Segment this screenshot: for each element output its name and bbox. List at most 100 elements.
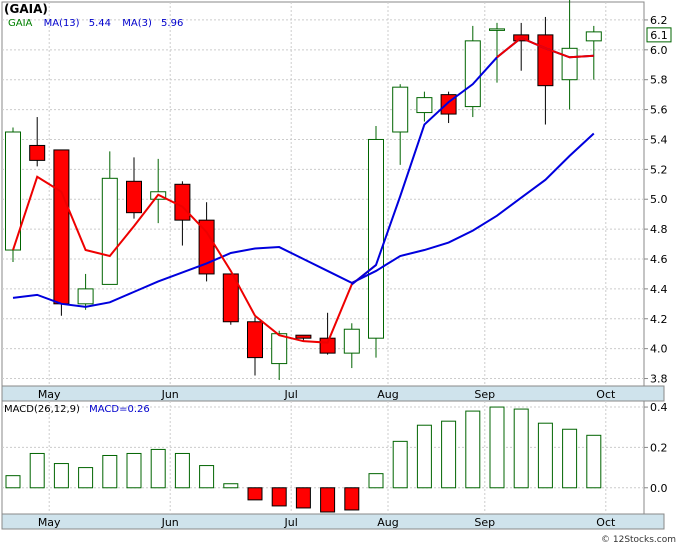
legend-ma3-label: MA(3) [122,18,152,29]
macd-bar-positive [368,473,384,489]
credit-text: © 12Stocks.com [601,535,676,545]
legend-ticker: GAIA [8,18,33,29]
macd-bar-negative [247,487,263,501]
price-y-tick-label: 6.2 [650,14,668,27]
macd-bar-positive [586,434,602,489]
candle-body-up [368,138,384,339]
macd-bar-positive [174,452,190,489]
price-x-tick-label: Aug [377,388,398,401]
candle-body-down [198,219,215,275]
candle-body-down [222,273,239,323]
legend-ma13-value: 5.44 [89,18,111,29]
macd-date-strip [1,513,665,530]
price-y-tick-label: 5.0 [650,193,668,206]
price-y-tick-label: 5.8 [650,74,668,87]
macd-bar-positive [126,452,142,489]
macd-bar-negative [271,487,287,507]
macd-bar-negative [320,487,336,513]
macd-x-tick-label: Oct [596,516,616,529]
macd-bar-positive [416,424,432,489]
price-grid [2,2,644,386]
price-legend: GAIA MA(13) 5.44 MA(3) 5.96 [8,18,183,29]
price-y-tick-label: 5.4 [650,133,668,146]
ma13-line [12,132,595,308]
macd-bar-positive [29,452,45,489]
price-x-tick-label: Oct [596,388,616,401]
macd-bar-positive [150,448,166,489]
macd-y-tick-label: 0.4 [650,401,668,414]
macd-bar-positive [5,475,21,489]
macd-y-tick-label: 0.0 [650,482,668,495]
macd-x-tick-label: Sep [474,516,495,529]
macd-bar-positive [223,483,239,489]
candle-body-up [392,86,409,133]
candle-body-down [295,334,312,339]
candle-body-up [561,47,578,81]
macd-y-ticks: 0.0 0.2 0.4 [644,401,668,495]
last-price-value: 6.1 [650,29,668,42]
candle-body-up [416,97,433,114]
price-y-tick-label: 5.2 [650,163,668,176]
macd-bar-positive [562,428,578,489]
price-y-tick-label: 3.8 [650,373,668,386]
macd-bar-negative [295,487,311,509]
macd-x-tick-label: Jun [161,516,179,529]
macd-legend: MACD(26,12,9) MACD=0.26 [4,404,150,415]
macd-bar-positive [78,467,94,489]
price-x-ticks: May Jun Jul Aug Sep Oct [38,388,616,401]
macd-x-tick-label: Aug [377,516,398,529]
candle-body-up [489,28,505,31]
last-price-tag: 6.1 [646,27,672,43]
price-y-tick-label: 6.0 [650,44,668,57]
macd-bar-positive [489,406,505,489]
candle-body-up [77,288,94,305]
candle-body-up [271,333,288,365]
macd-x-tick-label: May [38,516,61,529]
macd-bar-positive [513,408,529,489]
macd-x-ticks: May Jun Jul Aug Sep Oct [38,516,616,529]
chart-title: (GAIA) [4,2,48,16]
price-x-tick-label: May [38,388,61,401]
price-y-tick-label: 5.6 [650,104,668,117]
macd-bar-positive [53,463,69,489]
moving-average-lines [12,36,595,344]
candle-body-down [126,180,142,214]
legend-ma13-label: MA(13) [44,18,80,29]
price-date-strip [1,385,665,402]
candle-body-up [585,31,602,42]
price-y-tick-label: 4.2 [650,313,668,326]
last-price-box [646,27,672,43]
macd-x-tick-label: Jul [284,516,298,529]
macd-bar-positive [392,440,408,489]
candle-body-down [174,183,191,221]
ma3-line-red-late [496,36,594,59]
macd-bar-positive [465,410,481,489]
macd-bars [5,406,602,513]
price-y-ticks: 3.8 4.0 4.2 4.4 4.6 4.8 5.0 5.2 5.4 5.6 5.8 6.0 6.2 [644,14,668,386]
macd-bar-positive [537,422,553,489]
candle-body-down [53,149,70,305]
macd-bar-negative [344,487,360,511]
price-y-tick-label: 4.6 [650,253,668,266]
price-x-tick-label: Jul [284,388,298,401]
macd-y-tick-label: 0.2 [650,441,668,454]
price-x-tick-label: Sep [474,388,495,401]
candle-body-down [537,34,554,87]
candle-body-down [29,144,46,161]
price-y-tick-label: 4.0 [650,343,668,356]
candle-body-up [101,177,118,285]
price-x-tick-label: Jun [161,388,179,401]
legend-ma3-value: 5.96 [161,18,183,29]
price-y-tick-label: 4.4 [650,283,668,296]
macd-legend-title: MACD(26,12,9) [4,404,80,415]
macd-bar-positive [102,454,118,489]
macd-bar-positive [199,465,215,489]
macd-legend-value: MACD=0.26 [89,404,150,415]
candle-body-down [247,321,263,359]
macd-bar-positive [441,420,457,489]
candle-body-up [343,328,360,354]
price-y-tick-label: 4.8 [650,223,668,236]
ma3-line-red [12,175,377,344]
candle-body-up [464,40,481,108]
